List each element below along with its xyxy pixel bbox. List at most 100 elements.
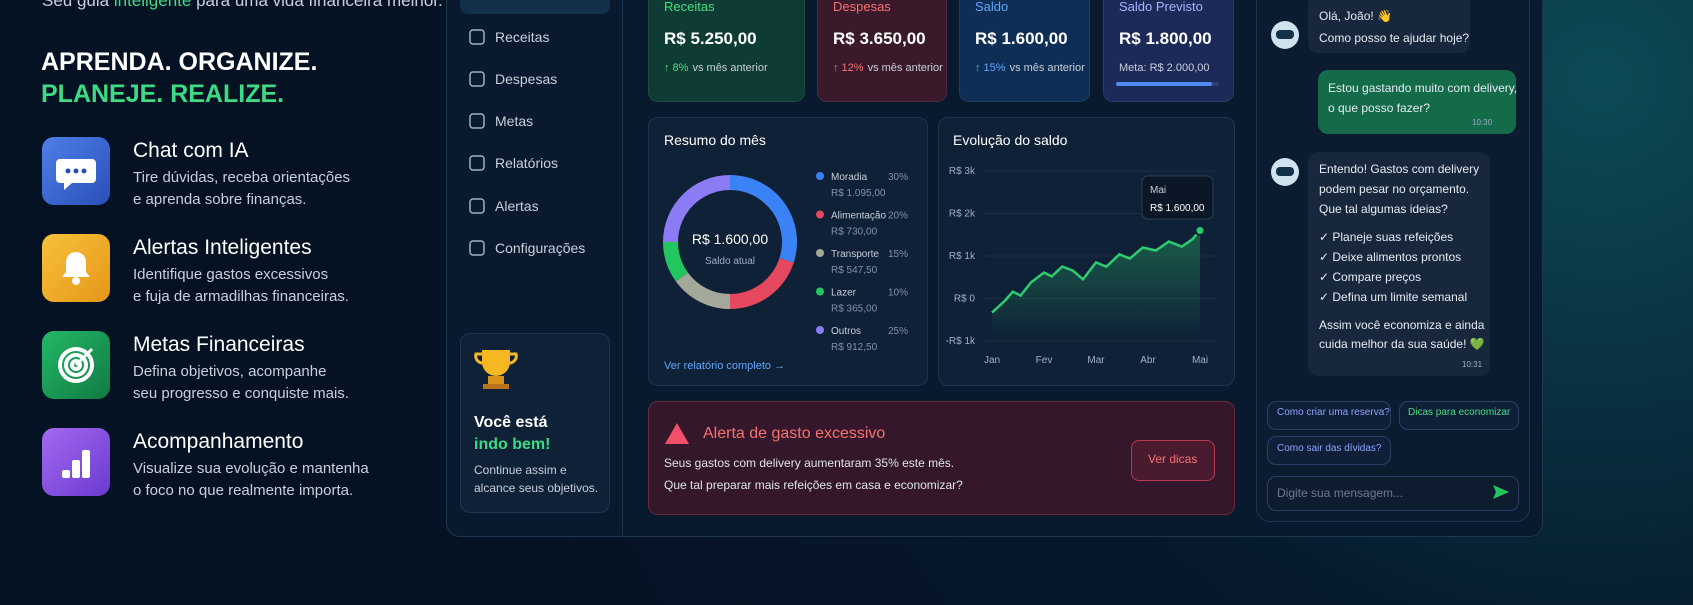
chat-time: 10:31 [1462,360,1483,369]
card-value: R$ 1.600,00 [975,29,1068,48]
line-series [991,229,1201,314]
sidebar-active [460,0,610,14]
sidebar-icon [469,198,485,214]
suggestion-text[interactable]: Como sair das dívidas? [1277,443,1382,454]
sidebar-icon [469,29,485,45]
legend-amount: R$ 547,50 [831,265,878,276]
pie-center-value: R$ 1.600,00 [692,231,768,247]
card-change: Meta: R$ 2.000,00 [1119,62,1210,74]
chat-text: Olá, João! 👋 [1319,9,1392,23]
legend-percent: 20% [888,211,908,222]
legend-label: Alimentação [831,211,886,222]
sidebar-item[interactable]: Receitas [495,29,550,45]
legend-swatch [816,249,824,257]
last-point [1194,225,1206,236]
chat-text: ✓ Defina um limite semanal [1319,290,1468,304]
promo-text: Continue assim e [474,463,567,477]
card-value: R$ 3.650,00 [833,29,926,48]
legend-percent: 25% [888,326,908,337]
report-link: Ver relatório completo → [664,360,785,372]
feature-title: Metas Financeiras [133,333,305,356]
card-label: Despesas [833,0,891,14]
legend-label: Lazer [831,288,857,299]
tooltip-box [1141,175,1214,220]
y-tick-label: R$ 2k [949,209,976,220]
chat-dot [73,168,79,174]
chat-icon [56,159,96,190]
chat-text: Como posso te ajudar hoje? [1319,31,1470,45]
alert-button[interactable] [1131,440,1215,481]
chat-text: ✓ Compare preços [1319,270,1422,284]
chat-dot [81,168,87,174]
sidebar-icon [469,155,485,171]
chat-time: 10:30 [1472,118,1493,127]
line-title: Evolução do saldo [953,132,1068,148]
alert-text: Que tal preparar mais refeições em casa … [664,478,963,492]
bot-visor [1276,167,1294,176]
trophy-icon [482,350,510,376]
chat-text: Entendo! Gastos com delivery [1319,162,1480,176]
card-note: vs mês anterior [1009,62,1085,74]
input-placeholder: Digite sua mensagem... [1277,486,1404,500]
pie-slice [663,175,730,242]
pie-slice [675,272,730,309]
card-change: ↑ 8% vs mês anterior [664,62,768,74]
tagline-highlight: inteligente [113,0,192,10]
legend-label: Transporte [831,249,879,260]
legend-amount: R$ 730,00 [831,227,878,238]
feature-text: o foco no que realmente importa. [133,482,354,499]
line-area [992,230,1200,341]
target-ring [70,359,82,371]
x-tick-label: Mai [1192,355,1208,366]
tagline-text: para uma vida financeira melhor. [191,0,443,10]
feature-text: seu progresso e conquiste mais. [133,385,349,402]
feature-text: Tire dúvidas, receba orientações [133,169,351,186]
sidebar-item[interactable]: Configurações [495,240,586,256]
legend-amount: R$ 365,00 [831,304,878,315]
suggestion-chip[interactable] [1399,401,1519,430]
feature-text: Visualize sua evolução e mantenha [133,460,369,477]
feature-text: Defina objetivos, acompanhe [133,363,327,380]
legend-label: Moradia [831,172,868,183]
suggestion-text[interactable]: Como criar uma reserva? [1277,407,1390,418]
x-tick-label: Abr [1140,355,1156,366]
sidebar-icon [469,71,485,87]
message-input[interactable] [1267,476,1519,511]
card-note: Meta: R$ 2.000,00 [1119,62,1210,74]
bell-icon [62,252,90,277]
target-ring [64,353,88,377]
suggestion-text[interactable]: Dicas para economizar [1408,407,1511,418]
headline: PLANEJE. REALIZE. [41,80,285,108]
feature-title: Acompanhamento [133,430,304,453]
chat-text: Assim você economiza e ainda [1319,318,1485,332]
card-value: R$ 1.800,00 [1119,29,1212,48]
summary-card [817,0,947,102]
alert-button-label[interactable]: Ver dicas [1148,452,1198,466]
x-tick-label: Mar [1087,355,1105,366]
trophy-base [488,376,504,384]
tagline: Seu guia inteligente para uma vida finan… [42,0,443,11]
sidebar-item[interactable]: Relatórios [495,155,559,171]
alert-text: Seus gastos com delivery aumentaram 35% … [664,456,955,470]
trophy-foot [483,384,509,389]
target-arrow [74,347,94,367]
feature-text: Identifique gastos excessivos [133,266,329,283]
feature-text: e aprenda sobre finanças. [133,191,307,208]
suggestion-chip[interactable] [1267,436,1391,465]
legend-swatch [816,287,824,296]
card-change: ↑ 15% vs mês anterior [975,62,1085,74]
pie-slice [730,258,794,309]
pie-title: Resumo do mês [664,132,766,148]
sidebar-item[interactable]: Alertas [495,198,539,214]
feature-title: Chat com IA [133,139,249,162]
y-tick-label: R$ 0 [954,294,976,305]
summary-card [959,0,1090,102]
card-change-value: ↑ 15% [975,62,1006,74]
card-label: Receitas [664,0,715,14]
suggestion-chip[interactable] [1267,401,1391,430]
card-note: vs mês anterior [867,62,943,74]
sidebar-item[interactable]: Metas [495,113,534,129]
sidebar-item[interactable]: Despesas [495,71,558,87]
